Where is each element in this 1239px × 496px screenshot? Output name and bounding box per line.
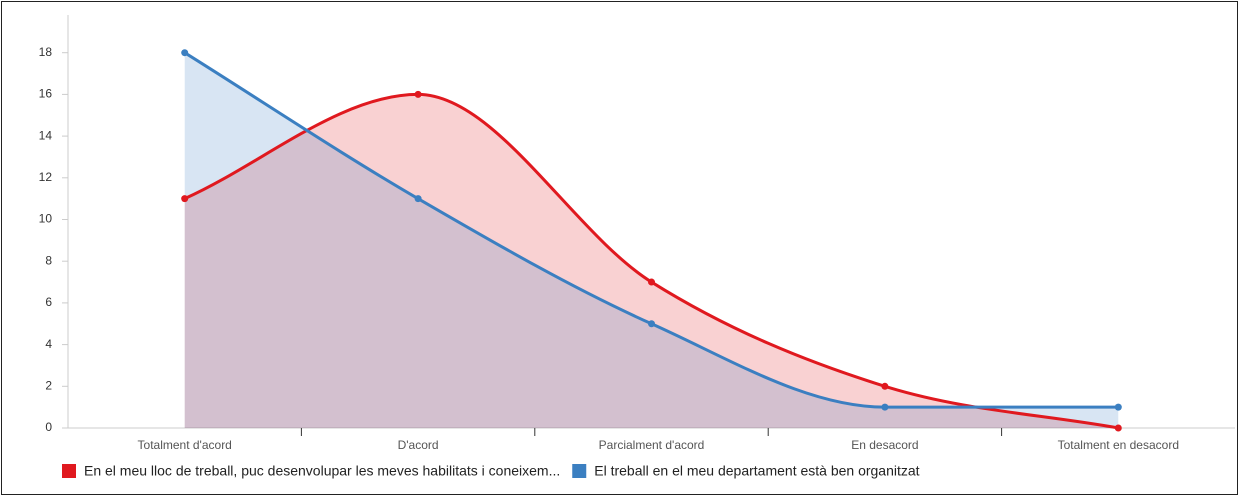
x-tick-label: En desacord [851,438,918,452]
area-fill [184,94,1119,429]
x-tick-label: Totalment en desacord [1058,438,1179,452]
y-tick-label: 8 [45,253,52,267]
x-tick-label: D'acord [398,438,439,452]
legend-swatch [62,464,76,478]
point [648,320,655,328]
y-tick-label: 4 [45,337,52,351]
y-tick-label: 10 [39,212,53,226]
legend-swatch [572,464,587,478]
point [414,195,422,203]
x-tick-label: Totalment d'acord [138,438,232,452]
y-tick-label: 16 [39,87,53,101]
point [881,403,889,411]
line [184,92,1119,430]
point [881,382,889,390]
point [181,49,189,57]
y-tick-label: 12 [39,170,53,184]
x-tick-label: Parcialment d'acord [599,438,705,452]
y-tick-label: 0 [45,420,52,434]
y-tick-label: 18 [39,45,53,59]
y-tick-label: 6 [45,295,52,309]
point [648,278,655,286]
legend-label: En el meu lloc de treball, puc desenvolu… [84,463,560,479]
legend-label: El treball en el meu departament està be… [594,463,919,479]
area-fill [184,52,1119,428]
y-tick-label: 14 [39,128,53,142]
point [181,195,189,203]
point [1114,403,1122,411]
point [1114,424,1122,432]
point [414,90,422,98]
y-tick-label: 2 [45,378,52,392]
